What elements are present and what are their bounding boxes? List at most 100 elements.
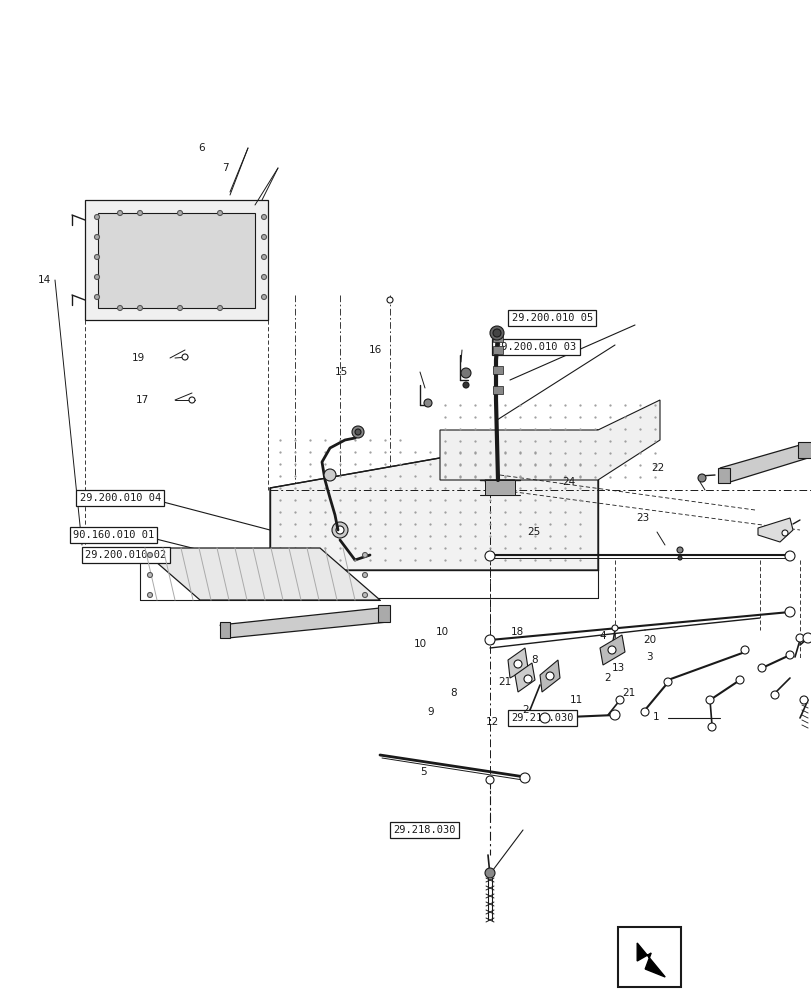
Text: 17: 17 xyxy=(135,395,148,405)
Polygon shape xyxy=(220,608,388,638)
Circle shape xyxy=(94,254,100,259)
Text: 21: 21 xyxy=(622,688,635,698)
Circle shape xyxy=(178,306,182,310)
Text: 7: 7 xyxy=(222,163,229,173)
Text: 3: 3 xyxy=(646,652,652,662)
Polygon shape xyxy=(508,648,527,678)
Polygon shape xyxy=(514,663,534,692)
Circle shape xyxy=(802,633,811,643)
Circle shape xyxy=(519,773,530,783)
Circle shape xyxy=(261,274,266,279)
Circle shape xyxy=(677,556,681,560)
Text: 5: 5 xyxy=(420,767,427,777)
Circle shape xyxy=(387,297,393,303)
Circle shape xyxy=(492,329,500,337)
Polygon shape xyxy=(440,400,659,480)
Text: 22: 22 xyxy=(650,463,663,473)
Text: 2: 2 xyxy=(603,673,610,683)
Circle shape xyxy=(484,635,495,645)
Circle shape xyxy=(137,306,142,310)
Circle shape xyxy=(676,547,682,553)
Circle shape xyxy=(423,399,431,407)
FancyBboxPatch shape xyxy=(617,927,680,987)
Text: 21: 21 xyxy=(498,677,511,687)
Circle shape xyxy=(462,382,469,388)
Circle shape xyxy=(362,552,367,558)
Circle shape xyxy=(609,710,620,720)
Circle shape xyxy=(607,646,616,654)
Text: 15: 15 xyxy=(334,367,347,377)
Text: 23: 23 xyxy=(636,513,649,523)
Circle shape xyxy=(148,552,152,558)
Circle shape xyxy=(795,634,803,642)
Text: 10: 10 xyxy=(414,639,427,649)
Circle shape xyxy=(324,469,336,481)
Circle shape xyxy=(640,708,648,716)
Circle shape xyxy=(332,522,348,538)
Text: 9: 9 xyxy=(427,707,433,717)
Text: 6: 6 xyxy=(198,143,204,153)
Polygon shape xyxy=(492,334,502,342)
Text: 8: 8 xyxy=(530,655,537,665)
Circle shape xyxy=(461,368,470,378)
Polygon shape xyxy=(492,386,502,394)
Text: 29.200.010 02: 29.200.010 02 xyxy=(85,550,166,560)
Circle shape xyxy=(217,306,222,310)
Circle shape xyxy=(94,215,100,220)
Circle shape xyxy=(261,254,266,259)
Polygon shape xyxy=(719,445,807,482)
Text: 29.200.010 03: 29.200.010 03 xyxy=(495,342,576,352)
Circle shape xyxy=(784,607,794,617)
Circle shape xyxy=(663,678,672,686)
Circle shape xyxy=(351,426,363,438)
Polygon shape xyxy=(492,346,502,354)
Text: 25: 25 xyxy=(526,527,539,537)
Polygon shape xyxy=(378,605,389,622)
Polygon shape xyxy=(599,635,624,665)
Circle shape xyxy=(354,429,361,435)
Circle shape xyxy=(137,211,142,216)
Circle shape xyxy=(781,530,787,536)
Text: 13: 13 xyxy=(611,663,624,673)
Circle shape xyxy=(611,625,617,631)
Circle shape xyxy=(740,646,748,654)
Circle shape xyxy=(616,696,623,704)
Polygon shape xyxy=(484,480,514,495)
Text: 1: 1 xyxy=(652,712,659,722)
Circle shape xyxy=(148,592,152,597)
Circle shape xyxy=(118,211,122,216)
Polygon shape xyxy=(797,442,811,458)
Text: 18: 18 xyxy=(510,627,523,637)
Circle shape xyxy=(182,354,188,360)
Polygon shape xyxy=(484,480,514,495)
Circle shape xyxy=(513,660,521,668)
Text: 19: 19 xyxy=(131,353,144,363)
Circle shape xyxy=(94,234,100,239)
Circle shape xyxy=(735,676,743,684)
Circle shape xyxy=(178,211,182,216)
Circle shape xyxy=(784,551,794,561)
Circle shape xyxy=(362,592,367,597)
Circle shape xyxy=(697,474,705,482)
Circle shape xyxy=(189,397,195,403)
Text: 29.218.030: 29.218.030 xyxy=(511,713,573,723)
Polygon shape xyxy=(98,213,255,308)
Text: 8: 8 xyxy=(449,688,456,698)
Text: 24: 24 xyxy=(561,477,574,487)
Circle shape xyxy=(484,551,495,561)
Circle shape xyxy=(217,211,222,216)
Text: 29.200.010 04: 29.200.010 04 xyxy=(79,493,161,503)
Polygon shape xyxy=(637,943,664,977)
Circle shape xyxy=(489,326,504,340)
Circle shape xyxy=(523,675,531,683)
Circle shape xyxy=(705,696,713,704)
Polygon shape xyxy=(270,430,597,570)
Text: 29.200.010 05: 29.200.010 05 xyxy=(511,313,592,323)
Circle shape xyxy=(707,723,715,731)
Circle shape xyxy=(486,776,493,784)
Text: 14: 14 xyxy=(38,275,51,285)
Circle shape xyxy=(799,696,807,704)
Circle shape xyxy=(261,234,266,239)
Circle shape xyxy=(539,713,549,723)
Text: 9: 9 xyxy=(487,637,494,647)
